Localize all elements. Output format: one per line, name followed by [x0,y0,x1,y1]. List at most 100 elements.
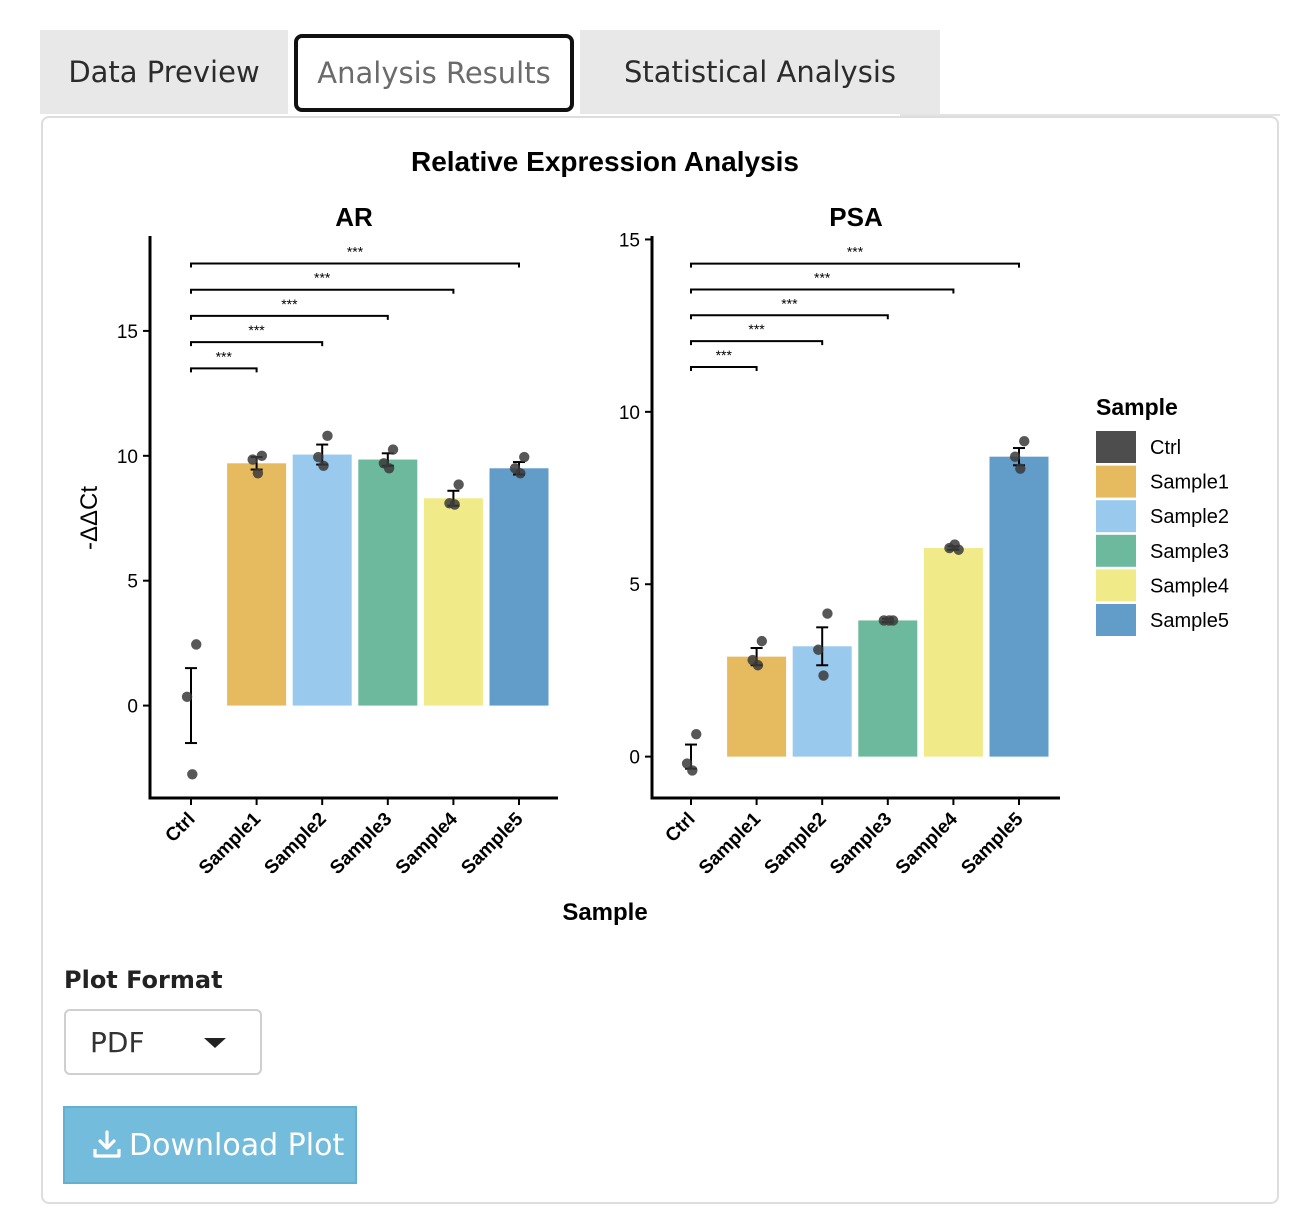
bracket-line [190,288,455,294]
data-point-sample2 [822,608,833,619]
data-point-sample3 [387,444,399,455]
x-tick-label-sample1: Sample1 [695,808,765,878]
legend-label: Sample2 [1150,506,1229,528]
bar-sample4 [423,498,483,706]
tab-statistical-analysis[interactable]: Statistical Analysis [580,30,940,114]
tab-bar: Data Preview Analysis Results Statistica… [40,30,1280,116]
data-point-ctrl [191,639,202,650]
tab-divider [900,114,1280,116]
x-tick-label-sample2: Sample2 [761,809,831,879]
x-tick-label-sample4: Sample4 [392,808,462,878]
legend-swatch [1096,465,1136,498]
tab-analysis-results[interactable]: Analysis Results [294,34,574,112]
panel-title: PSA [829,202,883,232]
x-tick-label-sample5: Sample5 [957,808,1027,878]
legend-swatch [1096,431,1136,463]
data-point-sample2 [322,430,333,442]
data-point-sample5 [1015,463,1026,474]
significance-label: *** [216,348,233,364]
data-point-sample5 [1019,435,1030,447]
legend-swatch [1096,604,1136,636]
chart-title: Relative Expression Analysis [411,146,799,177]
data-point-ctrl [691,729,702,740]
bar-sample5 [989,456,1049,757]
data-point-ctrl [687,765,698,776]
significance-label: *** [814,269,831,285]
legend-label: Sample5 [1150,610,1229,632]
y-axis-label: -ΔΔCt [76,486,103,550]
data-point-sample1 [752,660,764,671]
bracket-line [190,367,258,373]
y-tick-label: 15 [117,322,138,343]
bar-sample5 [489,468,549,706]
y-tick-label: 10 [619,403,640,424]
data-point-sample1 [252,468,264,479]
bracket-line [690,262,1020,268]
significance-label: *** [748,321,765,337]
data-point-sample2 [813,644,824,655]
x-tick-label-sample3: Sample3 [826,809,896,879]
data-point-sample3 [883,615,895,626]
significance-label: *** [281,296,298,312]
legend-title: Sample [1096,394,1178,420]
significance-label: *** [347,243,364,259]
download-plot-button[interactable]: Download Plot [63,1106,357,1184]
x-tick-label-sample2: Sample2 [261,809,331,879]
legend-swatch [1096,500,1136,533]
y-tick-label: 5 [127,572,138,593]
tab-data-preview[interactable]: Data Preview [40,30,288,114]
x-tick-label-ctrl: Ctrl [162,809,200,847]
relative-expression-chart: Relative Expression Analysis Sample -ΔΔCt A… [76,146,1229,926]
bracket-line [690,314,889,320]
y-tick-label: 15 [619,230,640,251]
data-point-sample5 [515,468,526,479]
download-icon [93,1130,121,1158]
bracket-line [190,262,520,268]
download-plot-label: Download Plot [129,1127,345,1163]
bar-sample1 [727,656,787,757]
legend-swatch [1096,569,1136,602]
y-tick-label: 0 [127,697,138,718]
data-point-sample1 [756,635,768,647]
legend-label: Sample3 [1150,541,1229,563]
significance-label: *** [847,244,864,260]
significance-bracket-sample5 [190,262,520,268]
bracket-line [690,288,955,294]
legend-entry-sample3: Sample3 [1096,534,1229,567]
data-point-sample3 [383,463,395,474]
legend-swatch [1096,534,1136,567]
data-point-sample2 [313,451,324,463]
significance-bracket-sample1 [690,366,758,372]
legend-entry-sample4: Sample4 [1096,569,1229,602]
error-bar-ctrl [185,667,197,745]
data-point-sample4 [453,479,464,490]
significance-label: *** [781,295,798,311]
error-bar-sample2 [816,626,829,667]
significance-bracket-sample3 [690,314,889,320]
significance-label: *** [314,270,331,286]
x-tick-label-sample1: Sample1 [195,808,265,878]
data-point-sample5 [1009,451,1021,462]
x-axis-label: Sample [562,899,647,926]
data-point-sample4 [449,499,460,510]
data-point-sample2 [818,670,829,681]
y-tick-label: 5 [629,575,640,596]
significance-bracket-sample2 [190,341,324,347]
data-point-sample1 [247,454,258,465]
significance-bracket-sample1 [190,367,258,373]
legend-entry-sample5: Sample5 [1096,604,1229,636]
x-tick-label-sample4: Sample4 [892,808,962,878]
legend-entry-ctrl: Ctrl [1096,431,1181,463]
legend-entry-sample1: Sample1 [1096,465,1229,498]
data-point-ctrl [187,769,198,780]
data-point-sample5 [519,451,530,463]
significance-bracket-sample5 [690,262,1020,268]
significance-label: *** [716,347,733,363]
panel-title: AR [335,202,373,232]
y-tick-label: 10 [117,447,138,468]
plot-format-select[interactable]: PDF [64,1009,262,1075]
data-point-sample1 [256,450,268,462]
bracket-line [190,314,389,320]
bar-sample3 [858,620,918,757]
legend-label: Sample1 [1150,472,1229,494]
